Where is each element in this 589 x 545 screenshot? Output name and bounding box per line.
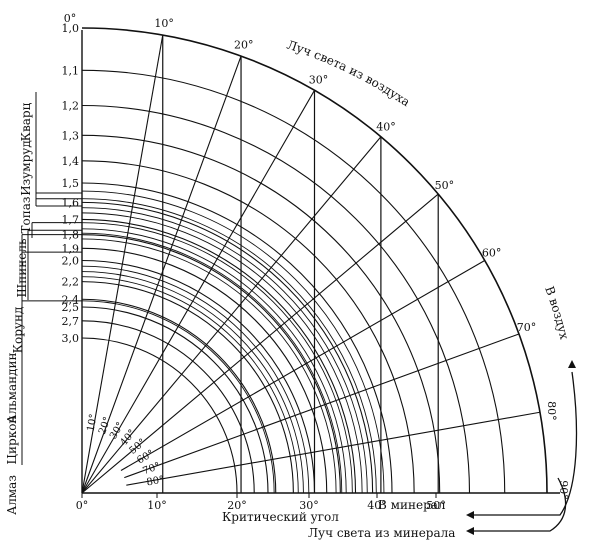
- incident-ray: [81, 136, 382, 494]
- index-scale: 1,01,11,21,31,41,51,61,71,81,92,02,22,42…: [62, 22, 80, 345]
- index-arc: [81, 134, 441, 494]
- bottom-angle-label: 20°: [227, 499, 247, 512]
- air-ray-title: Луч света из воздуха: [285, 38, 412, 110]
- incident-ray: [81, 193, 439, 494]
- incident-ray: [81, 55, 242, 494]
- to-air-arrowhead: [568, 360, 576, 368]
- index-label: 2,2: [62, 276, 80, 289]
- outer-angle-label: 20°: [234, 39, 254, 52]
- mineral-ray-label: Луч света из минерала: [308, 526, 455, 540]
- inner-angle-label: 10°: [86, 413, 100, 432]
- incident-ray: [81, 34, 164, 494]
- index-label: 1,1: [62, 64, 80, 77]
- mineral-index-arc: [81, 228, 347, 494]
- index-label: 1,5: [62, 177, 80, 190]
- mineral-index-arc: [81, 265, 310, 494]
- mineral-index-arc: [81, 190, 385, 494]
- into-mineral-label: В минерал: [378, 498, 446, 512]
- mineral-brackets: КварцИзумрудТопазШпинельКорундАльмандинЦ…: [5, 92, 82, 515]
- index-arc: [81, 27, 548, 494]
- to-air-arrow: [474, 371, 578, 516]
- bottom-angle-label: 50°: [426, 499, 446, 512]
- index-arc: [81, 281, 294, 494]
- mineral-index-arc: [81, 232, 343, 494]
- outer-angle-label: 40°: [376, 121, 396, 134]
- bottom-angle-label: 10°: [147, 499, 167, 512]
- index-arc: [81, 247, 328, 494]
- mineral-label: Изумруд: [19, 140, 33, 196]
- index-label: 1,3: [62, 129, 80, 142]
- radial-ray: [120, 260, 485, 471]
- outer-angle-label: 80°: [545, 401, 558, 421]
- index-label: 1,4: [62, 155, 80, 168]
- bottom-angle-label: 40°: [367, 499, 387, 512]
- index-arc: [81, 298, 277, 494]
- index-label: 2,7: [62, 315, 80, 328]
- mineral-index-arc: [81, 271, 304, 494]
- mineral-label: Альмандин: [5, 352, 19, 423]
- index-label: 2,0: [62, 255, 80, 268]
- incident-ray: [81, 90, 315, 494]
- mineral-index-arc: [81, 276, 299, 494]
- mineral-index-arc: [81, 207, 368, 494]
- index-label: 2,4: [62, 293, 80, 306]
- outer-angle-label: 70°: [517, 321, 537, 334]
- bottom-angle-label: 0°: [76, 499, 89, 512]
- mineral-ray-arrowhead: [466, 527, 474, 535]
- index-arc: [81, 259, 316, 494]
- mineral-index-arc: [81, 238, 337, 494]
- mineral-index-arc: [81, 300, 275, 494]
- index-label: 1,7: [62, 213, 80, 226]
- radial-ray: [124, 333, 520, 479]
- mineral-index-arc: [81, 222, 353, 494]
- mineral-index-arc: [81, 212, 363, 494]
- index-arc: [81, 104, 471, 494]
- ray-lines: [81, 34, 541, 494]
- mineral-label: Циркон: [5, 416, 19, 465]
- mineral-label: Топаз: [19, 197, 33, 234]
- outer-angle-label: 0°: [64, 12, 77, 25]
- bottom-angle-labels: 0° 10° 20° 30° 40° 50°: [76, 493, 446, 512]
- inner-angle-label: 80°: [146, 475, 165, 489]
- index-arc: [81, 320, 255, 494]
- outer-angle-label: 10°: [154, 17, 174, 30]
- index-label: 1,2: [62, 100, 80, 113]
- index-label: 1,9: [62, 242, 80, 255]
- mineral-ray-arrow: [474, 477, 567, 532]
- index-arc: [81, 160, 415, 494]
- mineral-label: Кварц: [19, 102, 33, 141]
- outer-angle-label: 30°: [309, 73, 329, 86]
- mineral-label: Алмаз: [5, 475, 19, 515]
- index-arcs: [81, 27, 548, 494]
- index-arc: [81, 234, 341, 494]
- outer-angle-labels: 0° 10°20°30°40°50°60°70°80°90°: [64, 12, 570, 500]
- critical-angle-label: Критический угол: [222, 510, 339, 524]
- to-air-label: В воздух: [542, 284, 571, 341]
- bottom-angle-label: 30°: [299, 499, 319, 512]
- index-arc: [81, 218, 357, 494]
- index-arc: [81, 182, 393, 494]
- mineral-label: Корунд: [11, 307, 25, 354]
- outer-angle-label: 60°: [482, 247, 502, 260]
- outer-angle-label: 50°: [435, 179, 455, 192]
- index-label: 3,0: [62, 332, 80, 345]
- radial-ray: [126, 411, 541, 486]
- into-mineral-arrowhead: [466, 511, 474, 519]
- index-arc: [81, 337, 238, 494]
- index-label: 1,0: [62, 22, 80, 35]
- mineral-index-arc: [81, 198, 377, 494]
- index-arc: [81, 201, 374, 494]
- index-label: 2,5: [62, 301, 80, 314]
- index-arc: [81, 306, 269, 494]
